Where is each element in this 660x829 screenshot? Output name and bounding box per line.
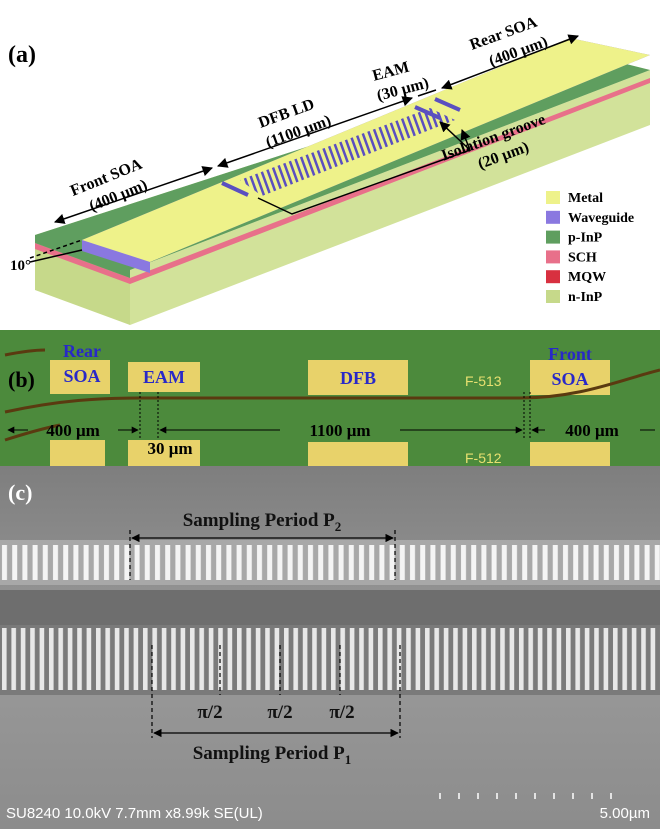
panel-label: (b) (8, 367, 35, 392)
legend-swatch (546, 270, 560, 283)
angle-label: 10° (10, 258, 31, 274)
legend-label: MQW (568, 270, 606, 285)
length-label: 400 μm (46, 421, 100, 440)
legend-swatch (546, 231, 560, 244)
scale-label: 5.00µm (600, 805, 650, 822)
sem-info: SU8240 10.0kV 7.7mm x8.99k SE(UL) (6, 805, 263, 822)
legend-label: Waveguide (568, 211, 634, 226)
legend-swatch (546, 250, 560, 263)
legend-label: p-InP (568, 231, 603, 246)
legend-label: Metal (568, 191, 603, 206)
legend-label: SCH (568, 250, 597, 265)
period-label: Sampling Period P1 (193, 743, 352, 767)
panel-a: (a) Front SOA (400 μm) DFB LD (1100 μm) … (8, 14, 650, 325)
section-label: DFB (340, 368, 376, 388)
period-sub: 2 (335, 519, 342, 534)
figure: (a) Front SOA (400 μm) DFB LD (1100 μm) … (0, 0, 660, 829)
lower-grating (0, 628, 660, 690)
section-label: SOA (551, 369, 588, 389)
chip-id: F-513 (465, 373, 502, 389)
legend-swatch (546, 191, 560, 204)
upper-grating (0, 545, 660, 580)
phase-label: π/2 (197, 702, 222, 723)
length-label: 400 μm (565, 421, 619, 440)
length-label: 30 μm (147, 439, 192, 458)
panel-c: (c) Sampling Period P2 π/2 π/2 π/2 Sampl… (0, 466, 660, 829)
section-label: SOA (63, 366, 100, 386)
section-label: Front (548, 344, 592, 364)
phase-label: π/2 (267, 702, 292, 723)
panel-label: (a) (8, 42, 36, 68)
period-sub: 1 (345, 752, 352, 767)
period-text: Sampling Period P (183, 510, 335, 531)
panel-label: (c) (8, 480, 32, 505)
chip-id: F-512 (465, 450, 502, 466)
section-label: EAM (143, 367, 185, 387)
legend: Metal Waveguide p-InP SCH MQW n-InP (546, 191, 634, 305)
center-band (0, 590, 660, 625)
length-label: 1100 μm (309, 421, 370, 440)
legend-swatch (546, 290, 560, 303)
legend-label: n-InP (568, 290, 603, 305)
section-label: Rear (63, 341, 101, 361)
phase-label: π/2 (329, 702, 354, 723)
period-text: Sampling Period P (193, 743, 345, 764)
legend-swatch (546, 211, 560, 224)
panel-b: (b) Rear SOA EAM DFB Front SOA 400 μm 30… (0, 330, 660, 466)
period-label: Sampling Period P2 (183, 510, 342, 534)
